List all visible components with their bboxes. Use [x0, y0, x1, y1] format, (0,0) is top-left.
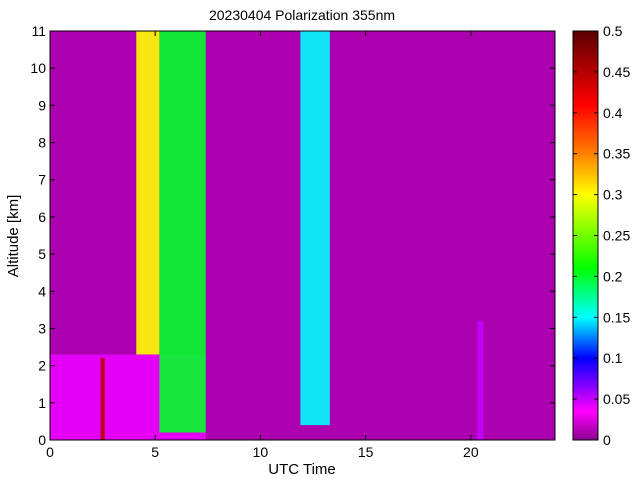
y-tick-label: 9 — [38, 97, 46, 113]
x-tick-label: 10 — [253, 444, 269, 460]
colorbar-tick-label: 0.25 — [603, 228, 630, 244]
y-tick-label: 10 — [30, 60, 46, 76]
heatmap-region-6 — [477, 321, 484, 440]
colorbar-tick-label: 0.4 — [603, 105, 623, 121]
colorbar-tick-label: 0.5 — [603, 23, 623, 39]
plot-area — [49, 30, 556, 441]
heatmap-region-5 — [300, 31, 330, 426]
y-tick-label: 1 — [38, 395, 46, 411]
y-axis-label: Altitude [km] — [5, 195, 22, 278]
colorbar-tick-label: 0.15 — [603, 309, 630, 325]
y-tick-label: 7 — [38, 172, 46, 188]
colorbar-tick-label: 0.3 — [603, 187, 623, 203]
y-tick-label: 4 — [38, 283, 46, 299]
y-tick-label: 3 — [38, 320, 46, 336]
colorbar-tick-label: 0.45 — [603, 64, 630, 80]
colorbar-gradient — [572, 30, 599, 441]
x-axis: 0 5 10 15 20 — [46, 31, 479, 460]
x-tick-label: 15 — [358, 444, 374, 460]
heatmap-cells — [50, 31, 484, 440]
y-tick-label: 2 — [38, 358, 46, 374]
colorbar-tick-label: 0.05 — [603, 391, 630, 407]
heatmap-region-2 — [100, 358, 105, 440]
y-tick-label: 0 — [38, 432, 46, 448]
y-tick-label: 5 — [38, 246, 46, 262]
colorbar-ticks: 0 0.05 0.1 0.15 0.2 0.25 0.3 0.35 0.4 0.45 0.5 — [573, 23, 630, 448]
x-tick-label: 0 — [46, 444, 54, 460]
heatmap-region-3 — [136, 31, 160, 355]
x-tick-label: 20 — [463, 444, 479, 460]
chart-title: 20230404 Polarization 355nm — [209, 7, 395, 23]
colorbar-tick-label: 0.2 — [603, 268, 623, 284]
x-tick-label: 5 — [151, 444, 159, 460]
plot-frame — [49, 30, 556, 441]
heatmap-region-4 — [159, 31, 206, 433]
colorbar: 0 0.05 0.1 0.15 0.2 0.25 0.3 0.35 0.4 0.45 0.5 — [572, 23, 630, 448]
y-axis: 0 1 2 3 4 5 6 7 8 9 10 11 — [30, 23, 555, 448]
colorbar-tick-label: 0.35 — [603, 146, 630, 162]
colorbar-tick-label: 0.1 — [603, 350, 623, 366]
y-tick-label: 6 — [38, 209, 46, 225]
y-tick-label: 8 — [38, 135, 46, 151]
y-tick-label: 11 — [31, 23, 46, 39]
x-axis-label: UTC Time — [268, 461, 336, 478]
colorbar-tick-label: 0 — [603, 432, 611, 448]
